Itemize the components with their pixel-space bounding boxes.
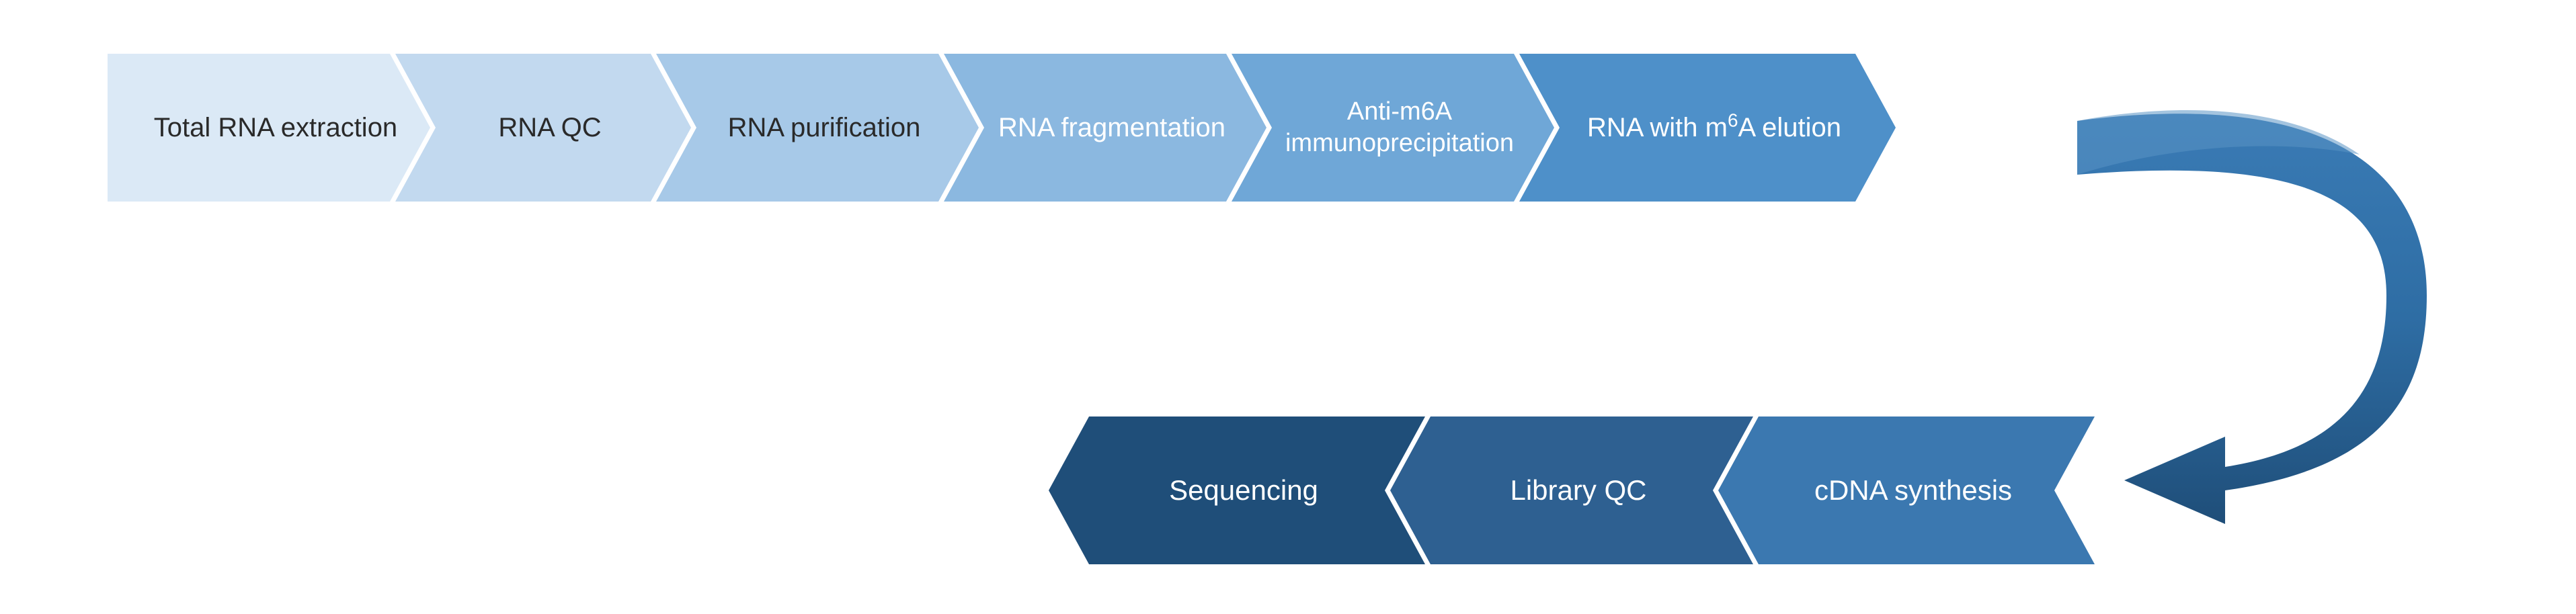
step-r2-0: Sequencing <box>1049 416 1425 564</box>
flowchart-container: Total RNA extraction RNA QC RNA purificati… <box>0 0 2576 614</box>
step-r1-4-label: Anti-m6A immunoprecipitation <box>1232 96 1554 160</box>
step-r1-5: RNA with m6A elution <box>1519 54 1896 202</box>
step-r1-0: Total RNA extraction <box>108 54 430 202</box>
step-r2-1: Library QC <box>1390 416 1753 564</box>
return-arrow <box>2050 94 2467 524</box>
step-r2-0-label: Sequencing <box>1129 473 1345 509</box>
step-r1-3: RNA fragmentation <box>944 54 1266 202</box>
step-r2-2: cDNA synthesis <box>1718 416 2095 564</box>
step-r1-0-label: Total RNA extraction <box>114 111 424 144</box>
step-r1-4: Anti-m6A immunoprecipitation <box>1232 54 1554 202</box>
step-r2-2-label: cDNA synthesis <box>1774 473 2039 509</box>
step-r1-5-label: RNA with m6A elution <box>1547 111 1868 144</box>
step-r1-1-label: RNA QC <box>458 111 628 144</box>
step-r1-3-label: RNA fragmentation <box>958 111 1252 144</box>
step-r1-2: RNA purification <box>656 54 979 202</box>
step-r1-1: RNA QC <box>395 54 691 202</box>
step-r1-2-label: RNA purification <box>688 111 948 144</box>
step-r2-1-label: Library QC <box>1470 473 1673 509</box>
